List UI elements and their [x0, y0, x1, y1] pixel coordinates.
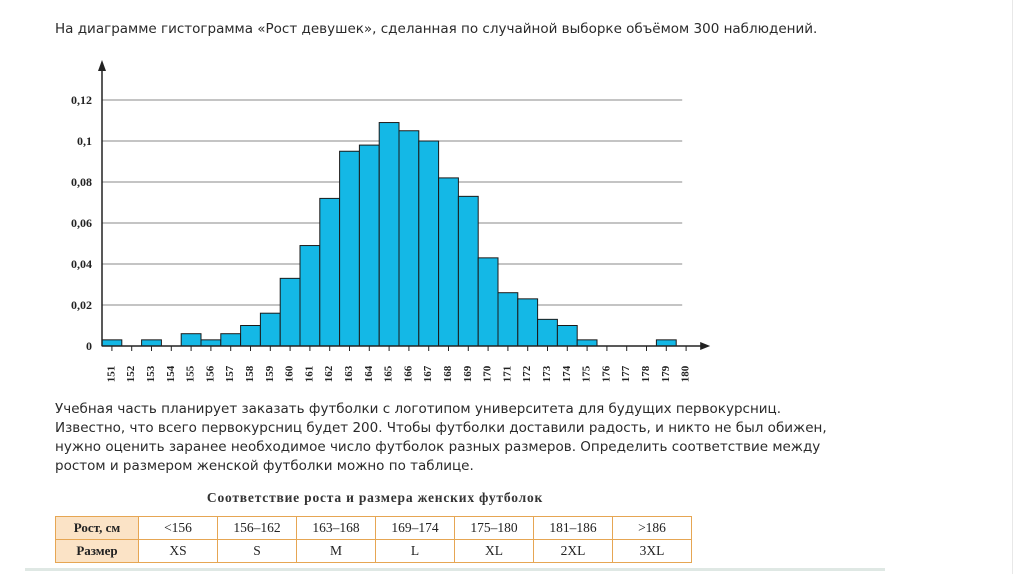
- x-tick-label: 153: [145, 365, 157, 382]
- histogram-bar: [517, 298, 539, 347]
- histogram-bar: [220, 333, 242, 347]
- size-table: Рост, см <156 156–162 163–168 169–174 17…: [55, 516, 692, 563]
- x-tick-label: 175: [581, 365, 593, 382]
- histogram-bar: [438, 177, 459, 347]
- x-tick-label: 170: [482, 365, 494, 382]
- y-tick-labels: 0 0,02 0,04 0,06 0,08 0,1 0,12: [71, 93, 92, 353]
- height-row-header: Рост, см: [55, 516, 139, 540]
- histogram-bar: [339, 150, 360, 347]
- x-tick-label: 165: [383, 365, 395, 382]
- histogram-bar: [556, 325, 578, 347]
- histogram-bar: [240, 325, 261, 347]
- page-edge-divider: [1012, 0, 1013, 574]
- y-tick-label: 0,06: [71, 216, 92, 230]
- histogram-bar: [497, 292, 519, 347]
- x-tick-label: 174: [561, 365, 573, 382]
- y-tick-label: 0,08: [71, 175, 92, 189]
- x-tick-label: 157: [224, 365, 236, 382]
- histogram-bar: [259, 312, 281, 347]
- x-tick-label: 154: [165, 365, 177, 382]
- y-tick-label: 0: [86, 339, 92, 353]
- height-cell: <156: [138, 516, 218, 540]
- x-tick-label: 161: [303, 366, 315, 383]
- x-tick-label: 160: [284, 365, 296, 382]
- axes: [98, 60, 711, 351]
- x-tick-label: 158: [244, 365, 256, 382]
- histogram-bar: [457, 195, 479, 347]
- size-cell: M: [296, 539, 376, 563]
- x-tick-label: 151: [105, 366, 117, 383]
- histogram-bar: [378, 122, 400, 347]
- x-tick-labels: 151 152 153 154 155 156 157 158 159 160 161 162 163 1…: [105, 365, 691, 382]
- histogram-bar: [279, 277, 301, 347]
- size-cell: XL: [454, 539, 534, 563]
- x-tick-label: 166: [402, 365, 414, 382]
- size-row: Размер XS S M L XL 2XL 3XL: [55, 539, 692, 563]
- height-cell: 163–168: [296, 516, 376, 540]
- x-tick-label: 180: [680, 365, 692, 382]
- y-tick-label: 0,1: [77, 134, 92, 148]
- x-tick-label: 155: [185, 365, 197, 382]
- histogram-bars: [101, 122, 677, 347]
- x-tick-label: 164: [363, 365, 375, 382]
- histogram-bar: [101, 339, 123, 347]
- x-tick-label: 168: [442, 365, 454, 382]
- histogram-bar: [180, 333, 202, 347]
- y-axis-arrow: [98, 60, 106, 71]
- histogram-bar: [477, 257, 499, 347]
- histogram-bar: [358, 144, 380, 347]
- height-histogram: 0 0,02 0,04 0,06 0,08 0,1 0,12 151 152 153 154 155…: [71, 60, 711, 382]
- height-row: Рост, см <156 156–162 163–168 169–174 17…: [55, 516, 692, 540]
- height-cell: >186: [612, 516, 692, 540]
- height-cell: 181–186: [533, 516, 613, 540]
- histogram-bar: [299, 245, 321, 347]
- size-cell: XS: [138, 539, 218, 563]
- intro-text: На диаграмме гистограмма «Рост девушек»,…: [55, 21, 818, 37]
- histogram-bar: [418, 140, 440, 347]
- x-tick-label: 171: [501, 366, 513, 383]
- x-tick-label: 156: [204, 365, 216, 382]
- y-tick-label: 0,02: [71, 298, 92, 312]
- height-cell: 175–180: [454, 516, 534, 540]
- size-cell: 2XL: [533, 539, 613, 563]
- size-row-header: Размер: [55, 539, 139, 563]
- histogram-bar: [141, 339, 162, 347]
- x-tick-label: 177: [620, 365, 632, 382]
- size-cell: L: [375, 539, 455, 563]
- x-tick-label: 179: [660, 365, 672, 382]
- table-title: Соответствие роста и размера женских фут…: [206, 490, 544, 505]
- size-cell: 3XL: [612, 539, 692, 563]
- histogram-bar: [319, 197, 341, 347]
- x-tick-label: 169: [462, 365, 474, 382]
- task-paragraph: Учебная часть планирует заказать футболк…: [55, 401, 827, 474]
- histogram-bar: [576, 339, 598, 347]
- x-tick-label: 178: [640, 365, 652, 382]
- histogram-bar: [200, 339, 222, 347]
- footer-divider: [25, 568, 885, 571]
- y-tick-label: 0,12: [71, 93, 92, 107]
- histogram-bar: [537, 318, 558, 347]
- x-tick-label: 176: [600, 365, 612, 382]
- height-cell: 156–162: [217, 516, 297, 540]
- x-tick-label: 159: [264, 365, 276, 382]
- x-tick-label: 152: [125, 365, 137, 382]
- x-tick-label: 163: [343, 365, 355, 382]
- x-axis-arrow: [700, 342, 711, 350]
- histogram-bar: [398, 130, 420, 347]
- size-cell: S: [217, 539, 297, 563]
- x-tick-label: 172: [521, 365, 533, 382]
- histogram-bar: [655, 339, 677, 347]
- height-cell: 169–174: [375, 516, 455, 540]
- y-tick-label: 0,04: [71, 257, 92, 271]
- x-tick-label: 173: [541, 365, 553, 382]
- x-tick-label: 162: [323, 365, 335, 382]
- x-tick-label: 167: [422, 365, 434, 382]
